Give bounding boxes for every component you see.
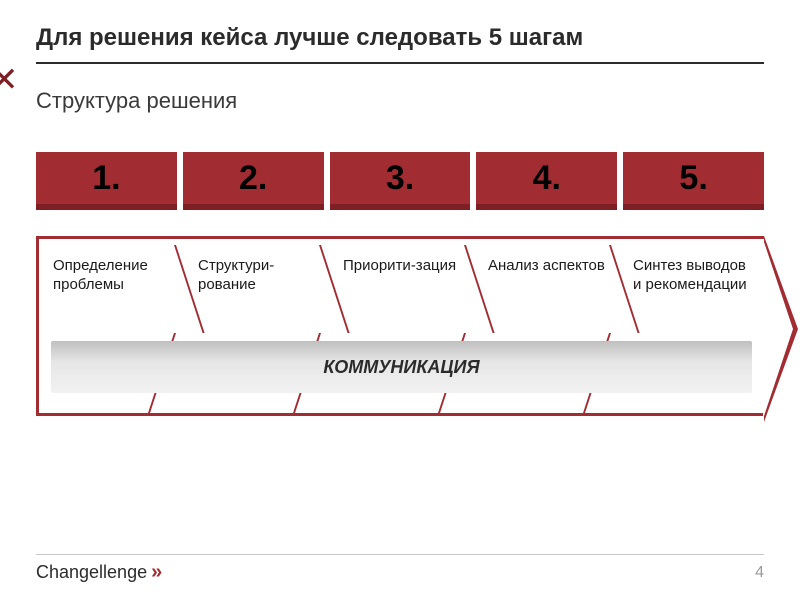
brand-chevrons-icon: » xyxy=(151,561,159,584)
step-number-2: 2. xyxy=(183,152,324,210)
slide-title: Для решения кейса лучше следовать 5 шага… xyxy=(36,24,764,64)
communication-bar: КОММУНИКАЦИЯ xyxy=(51,341,752,393)
step-text: Приорити-зация xyxy=(343,257,456,274)
step-labels-row: Определение проблемы Структури-рование П… xyxy=(39,239,764,335)
brand-logo: Changellenge » xyxy=(36,561,159,584)
slide: Для решения кейса лучше следовать 5 шага… xyxy=(0,0,800,600)
step-label-2: Структури-рование xyxy=(184,239,329,335)
step-label-1: Определение проблемы xyxy=(39,239,184,335)
step-text: Определение проблемы xyxy=(53,257,148,293)
slide-subtitle: Структура решения xyxy=(36,88,764,114)
slide-footer: Changellenge » 4 xyxy=(36,554,764,582)
step-numbers-row: 1. 2. 3. 4. 5. xyxy=(36,152,764,210)
step-text: Анализ аспектов xyxy=(488,257,605,274)
brand-text: Changellenge xyxy=(36,562,147,583)
step-label-5: Синтез выводов и рекомендации xyxy=(619,239,764,335)
step-number-5: 5. xyxy=(623,152,764,210)
step-text: Структури-рование xyxy=(198,257,274,293)
step-label-4: Анализ аспектов xyxy=(474,239,619,335)
step-number-3: 3. xyxy=(330,152,471,210)
step-label-3: Приорити-зация xyxy=(329,239,474,335)
step-number-4: 4. xyxy=(476,152,617,210)
left-decoration-icon xyxy=(0,60,18,180)
page-number: 4 xyxy=(755,564,764,582)
step-text: Синтез выводов и рекомендации xyxy=(633,257,747,293)
process-chevron: Определение проблемы Структури-рование П… xyxy=(36,236,764,416)
step-number-1: 1. xyxy=(36,152,177,210)
